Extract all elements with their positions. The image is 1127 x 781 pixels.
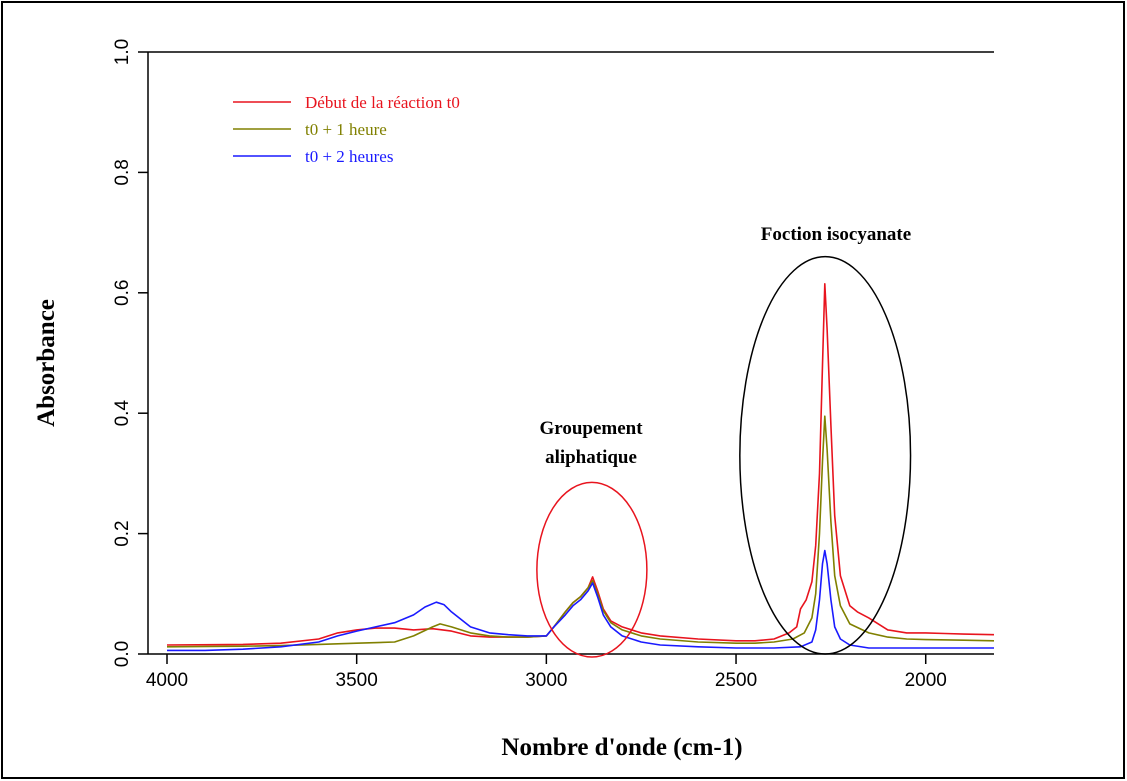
x-tick-label: 2500 [715,670,757,691]
axes: 4000 3500 3000 2500 2000 0.0 0.2 0.4 0.6 0.8 1.0 [112,39,994,691]
y-tick-label: 0.2 [112,520,133,546]
annotation-layer: Groupement aliphatique Foction isocyanate [536,224,912,658]
x-ticks: 4000 3500 3000 2500 2000 [146,654,947,691]
y-axis-label: Absorbance [33,299,60,427]
annotation-label-aliphatic: Groupement [539,418,643,439]
y-tick-label: 1.0 [112,39,133,65]
series-line-1 [166,415,995,648]
y-tick-label: 0.6 [112,280,133,306]
y-ticks: 0.0 0.2 0.4 0.6 0.8 1.0 [112,39,148,667]
legend-label-2: t0 + 2 heures [305,147,393,166]
x-tick-label: 3000 [525,670,567,691]
x-tick-label: 3500 [336,670,378,691]
y-tick-label: 0.4 [112,400,133,427]
legend-label-0: Début de la réaction t0 [305,93,460,112]
annotation-ellipse-isocyanate [739,255,912,655]
annotation-label-isocyanate: Foction isocyanate [761,224,911,245]
y-tick-label: 0.0 [112,641,133,667]
x-tick-label: 4000 [146,670,188,691]
x-tick-label: 2000 [905,670,947,691]
series-line-2 [167,549,994,652]
y-tick-label: 0.8 [112,159,133,185]
legend-label-1: t0 + 1 heure [305,120,387,139]
x-axis-label: Nombre d'onde (cm-1) [501,734,742,761]
annotation-label-aliphatic: aliphatique [545,447,637,468]
annotation-ellipse-aliphatic [536,481,648,658]
series-layer [166,283,995,652]
legend: Début de la réaction t0 t0 + 1 heure t0 + … [233,93,460,166]
